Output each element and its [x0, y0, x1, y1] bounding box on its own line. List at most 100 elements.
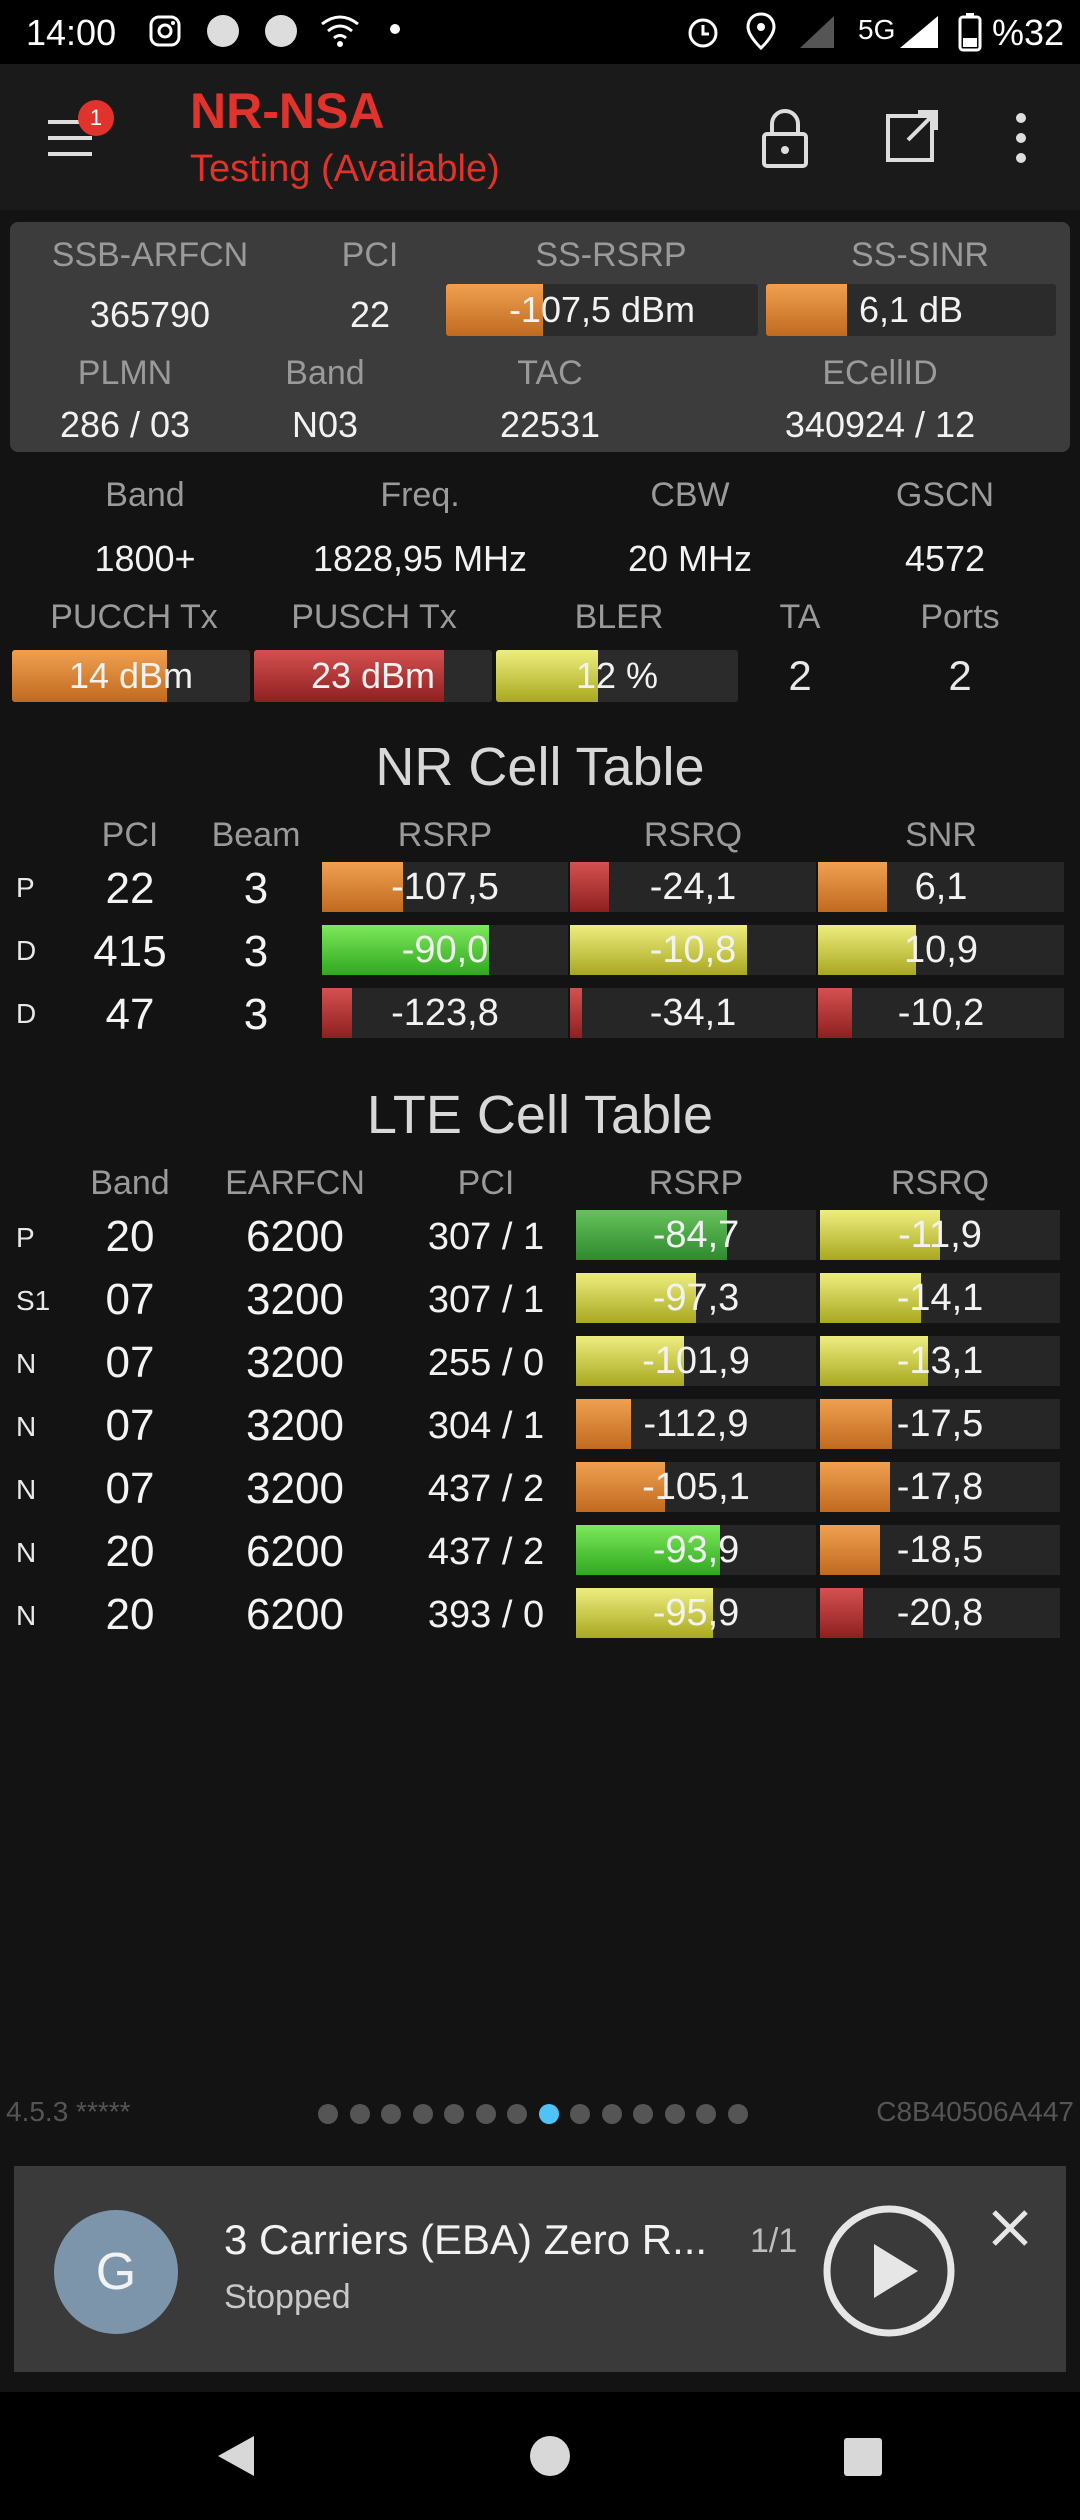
label-plmn: PLMN: [77, 354, 173, 392]
bar-value: -97,3: [652, 1277, 740, 1319]
label-pci: PCI: [341, 236, 399, 274]
row-type: N: [16, 1600, 37, 1631]
instagram-icon: [149, 15, 181, 47]
value-freq: 1828,95 MHz: [312, 538, 528, 579]
close-icon[interactable]: [988, 2206, 1032, 2250]
status-time: 14:00: [26, 12, 117, 53]
page-subtitle: Testing (Available): [190, 148, 500, 190]
page-dot[interactable]: [601, 2104, 622, 2124]
value-gscn: 4572: [904, 538, 986, 579]
play-button[interactable]: [822, 2204, 956, 2338]
bar-value: -101,9: [642, 1340, 750, 1382]
value-nr-band: 1800+: [94, 538, 196, 579]
value-ta: 2: [788, 652, 812, 699]
page-dot[interactable]: [696, 2104, 716, 2124]
cell-beam: 3: [243, 927, 269, 976]
cell-earfcn: 6200: [246, 1212, 344, 1261]
label-pucch-tx: PUCCH Tx: [50, 598, 218, 636]
cell-band: 20: [105, 1212, 155, 1261]
page-dot[interactable]: [664, 2104, 685, 2124]
bar-fill: [576, 1399, 632, 1449]
cell-earfcn: 3200: [246, 1464, 344, 1513]
recents-icon[interactable]: [842, 2436, 884, 2478]
cell-pci: 437 / 2: [427, 1531, 545, 1573]
bar-fill: [820, 1462, 890, 1512]
cell-earfcn: 3200: [246, 1338, 344, 1387]
lock-icon[interactable]: [758, 106, 812, 170]
value-ports: 2: [948, 652, 972, 699]
page-dot[interactable]: [507, 2104, 527, 2124]
col-rsrp: RSRP: [397, 816, 493, 854]
bar-value: 6,1 dB: [858, 289, 964, 330]
menu-button[interactable]: 1: [40, 100, 114, 168]
col-pci: PCI: [457, 1164, 515, 1202]
notification-dot-icon: [207, 15, 239, 47]
hamburger-menu-icon: [48, 120, 92, 156]
bar-value: -10,8: [649, 929, 737, 971]
rsrp-bar: -101,9: [576, 1336, 816, 1386]
page-dot-active[interactable]: [538, 2104, 559, 2124]
bar-fill: [576, 1462, 665, 1512]
bar-value: -95,9: [652, 1592, 740, 1634]
page-dot[interactable]: [318, 2104, 338, 2124]
more-notifications-icon: [390, 24, 400, 34]
bar-value: -24,1: [649, 866, 737, 908]
bar-value: 10,9: [904, 929, 978, 971]
lte-table-title: LTE Cell Table: [366, 1085, 714, 1145]
rsrp-bar: -107,5: [322, 862, 568, 912]
rsrq-bar: -17,8: [820, 1462, 1060, 1512]
bar-fill: [820, 1525, 880, 1575]
bar-fill: [818, 988, 853, 1038]
rsrq-bar: -34,1: [570, 988, 816, 1038]
value-plmn: 286 / 03: [59, 404, 191, 445]
page-dot[interactable]: [727, 2104, 748, 2124]
label-ports: Ports: [920, 598, 1000, 636]
col-rsrp: RSRP: [648, 1164, 744, 1202]
page-dot[interactable]: [412, 2104, 433, 2124]
value-tac: 22531: [499, 404, 601, 445]
value-cbw: 20 MHz: [627, 538, 753, 579]
network-type: 5G: [858, 14, 896, 45]
page-dot[interactable]: [475, 2104, 496, 2124]
bar-value: -90,0: [401, 929, 489, 971]
cell-pci: 307 / 1: [427, 1279, 545, 1321]
bar-value: -17,8: [896, 1466, 984, 1508]
bar-fill: [818, 862, 887, 912]
test-player-card[interactable]: G 3 Carriers (EBA) Zero R... 1/1 Stopped: [14, 2166, 1066, 2372]
cell-pci: 47: [105, 990, 155, 1039]
page-dot[interactable]: [570, 2104, 590, 2124]
rsrp-bar: -95,9: [576, 1588, 816, 1638]
bar-fill: [570, 925, 748, 975]
col-rsrq: RSRQ: [643, 816, 743, 854]
bar-value: -112,9: [643, 1403, 749, 1445]
alarm-icon: [688, 18, 718, 48]
bar-value: 14 dBm: [68, 655, 194, 696]
cell-pci: 22: [105, 864, 155, 913]
version-label: 4.5.3 *****: [6, 2096, 131, 2127]
home-icon[interactable]: [528, 2434, 572, 2478]
bar-value: -105,1: [642, 1466, 750, 1508]
ss-rsrp-bar: -107,5 dBm: [446, 284, 758, 336]
bar-fill: [576, 1273, 696, 1323]
value-ecellid: 340924 / 12: [784, 404, 976, 445]
page-dot[interactable]: [444, 2104, 464, 2124]
app-bar: 1 NR-NSA Testing (Available): [0, 64, 1080, 210]
page-indicator[interactable]: [318, 2102, 758, 2126]
page-title: NR-NSA: [190, 83, 385, 139]
cell-pci: 393 / 0: [427, 1594, 545, 1636]
page-dot[interactable]: [381, 2104, 401, 2124]
rsrq-bar: -20,8: [820, 1588, 1060, 1638]
col-earfcn: EARFCN: [225, 1164, 365, 1202]
page-dot[interactable]: [633, 2104, 653, 2124]
cell-pci: 304 / 1: [427, 1405, 545, 1447]
more-options-icon[interactable]: [1006, 108, 1036, 168]
share-icon[interactable]: [884, 108, 940, 164]
page-dot[interactable]: [349, 2104, 370, 2124]
rsrp-bar: -84,7: [576, 1210, 816, 1260]
label-tac: TAC: [517, 354, 583, 392]
cell-earfcn: 3200: [246, 1401, 344, 1450]
label-ss-rsrp: SS-RSRP: [535, 236, 687, 274]
label-nr-band: Band: [105, 476, 185, 514]
back-icon[interactable]: [214, 2432, 260, 2480]
rsrp-bar: -112,9: [576, 1399, 816, 1449]
